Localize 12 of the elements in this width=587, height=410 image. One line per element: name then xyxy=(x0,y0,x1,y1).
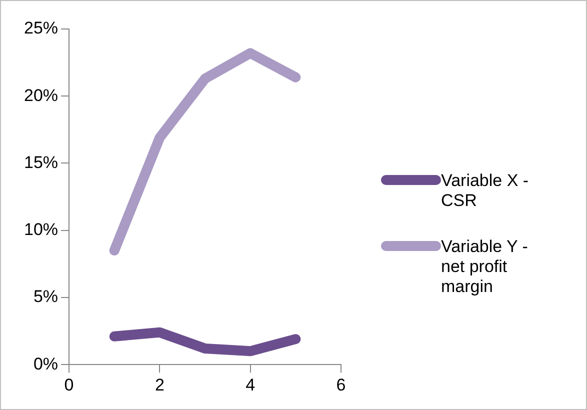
legend-label: Variable X - CSR xyxy=(441,171,530,211)
x-tick-label: 2 xyxy=(154,375,164,394)
y-tick-label: 0% xyxy=(33,354,58,374)
legend-label: Variable Y - net profit margin xyxy=(441,237,529,297)
y-tick-label: 25% xyxy=(24,18,58,38)
y-tick-label: 5% xyxy=(33,287,58,306)
y-tick-label: 20% xyxy=(24,86,58,105)
x-tick-label: 6 xyxy=(336,375,346,394)
y-tick-label: 10% xyxy=(24,220,58,240)
x-tick-label: 4 xyxy=(246,375,256,394)
x-tick-label: 0 xyxy=(64,375,74,394)
y-tick-label: 15% xyxy=(24,152,58,172)
